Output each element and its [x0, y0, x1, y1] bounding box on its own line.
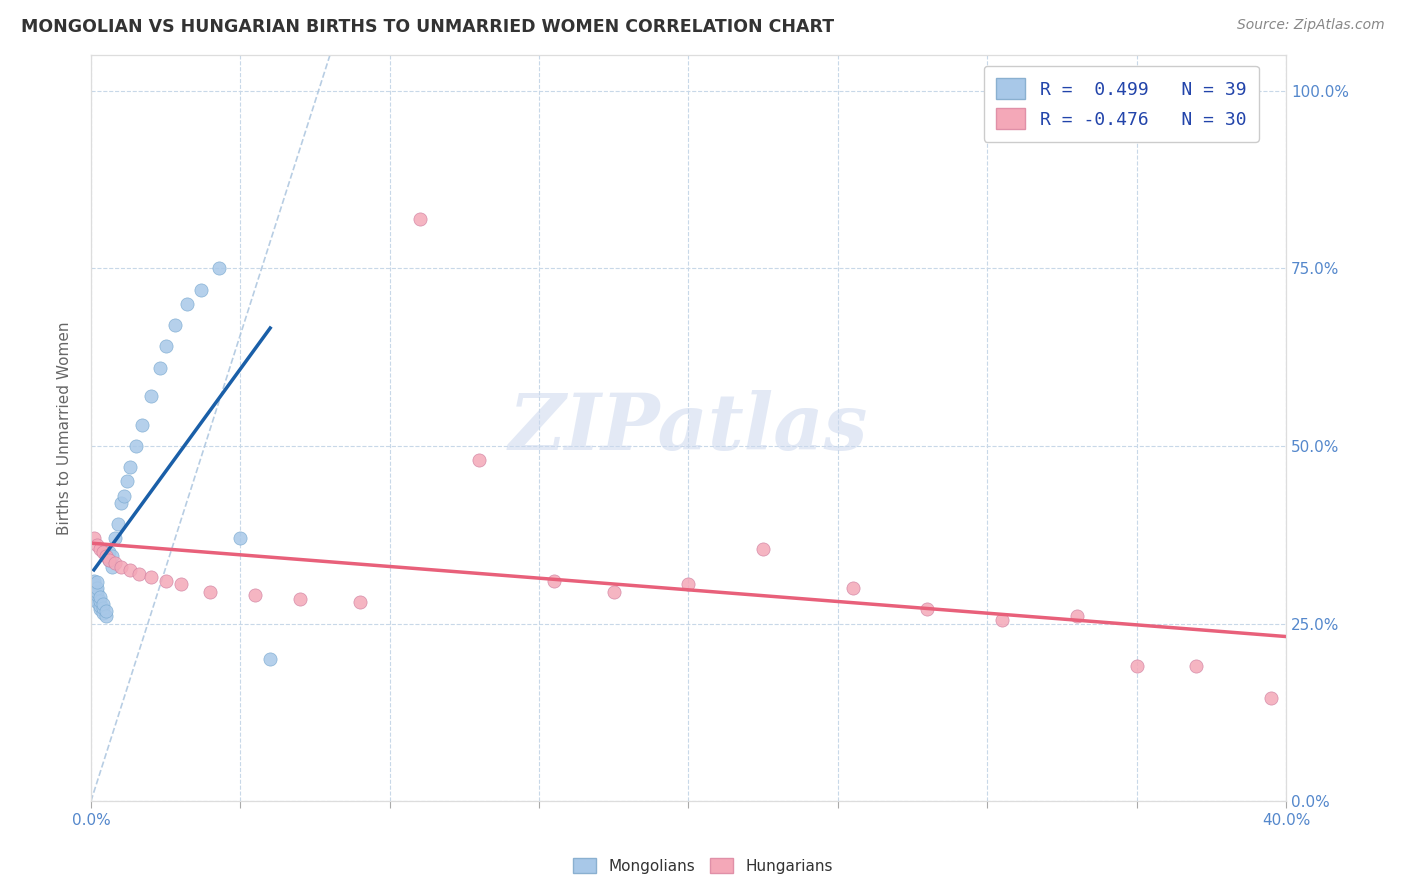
Point [208, 261, 231, 276]
Point [110, 496, 132, 510]
Point [468, 453, 491, 467]
Point [89, 541, 111, 556]
Text: ZIPatlas: ZIPatlas [509, 390, 868, 467]
Point [86, 595, 108, 609]
Legend: R =  0.499   N = 39, R = -0.476   N = 30: R = 0.499 N = 39, R = -0.476 N = 30 [984, 66, 1258, 142]
Point [200, 584, 222, 599]
Point [678, 577, 700, 591]
Point [91, 545, 114, 559]
Point [91, 606, 114, 620]
Point [155, 574, 177, 588]
Point [97, 552, 120, 566]
Point [94, 549, 117, 563]
Point [101, 549, 124, 563]
Point [97, 552, 120, 566]
Point [112, 489, 135, 503]
Point [131, 417, 153, 432]
Point [86, 584, 108, 599]
Point [1066, 609, 1088, 624]
Y-axis label: Births to Unmarried Women: Births to Unmarried Women [58, 321, 72, 535]
Point [1125, 659, 1147, 673]
Point [89, 594, 111, 608]
Point [229, 531, 252, 545]
Point [83, 591, 105, 606]
Legend: Mongolians, Hungarians: Mongolians, Hungarians [567, 852, 839, 880]
Point [94, 604, 117, 618]
Point [104, 556, 127, 570]
Point [128, 566, 150, 581]
Point [89, 590, 111, 604]
Point [83, 574, 105, 588]
Text: MONGOLIAN VS HUNGARIAN BIRTHS TO UNMARRIED WOMEN CORRELATION CHART: MONGOLIAN VS HUNGARIAN BIRTHS TO UNMARRI… [21, 18, 834, 36]
Point [97, 545, 120, 559]
Point [86, 538, 108, 552]
Point [1185, 659, 1208, 673]
Point [842, 581, 865, 595]
Point [104, 531, 127, 545]
Point [91, 597, 114, 611]
Point [543, 574, 565, 588]
Point [155, 339, 177, 353]
Point [83, 584, 105, 599]
Point [1260, 691, 1282, 706]
Point [752, 541, 775, 556]
Point [91, 600, 114, 615]
Point [86, 588, 108, 602]
Point [139, 570, 162, 584]
Point [83, 531, 105, 545]
Point [115, 475, 138, 489]
Point [917, 602, 939, 616]
Point [169, 577, 191, 591]
Point [118, 460, 141, 475]
Point [86, 575, 108, 590]
Point [991, 613, 1014, 627]
Point [245, 588, 267, 602]
Point [149, 360, 172, 375]
Point [118, 563, 141, 577]
Point [110, 559, 132, 574]
Point [288, 591, 311, 606]
Point [408, 211, 430, 226]
Point [603, 584, 626, 599]
Point [163, 318, 186, 332]
Point [86, 581, 108, 595]
Point [101, 559, 124, 574]
Point [190, 283, 212, 297]
Point [259, 652, 281, 666]
Point [125, 439, 148, 453]
Point [139, 389, 162, 403]
Text: Source: ZipAtlas.com: Source: ZipAtlas.com [1237, 18, 1385, 32]
Point [83, 577, 105, 591]
Point [89, 599, 111, 613]
Point [94, 609, 117, 624]
Point [349, 595, 371, 609]
Point [89, 602, 111, 616]
Point [176, 297, 198, 311]
Point [107, 517, 129, 532]
